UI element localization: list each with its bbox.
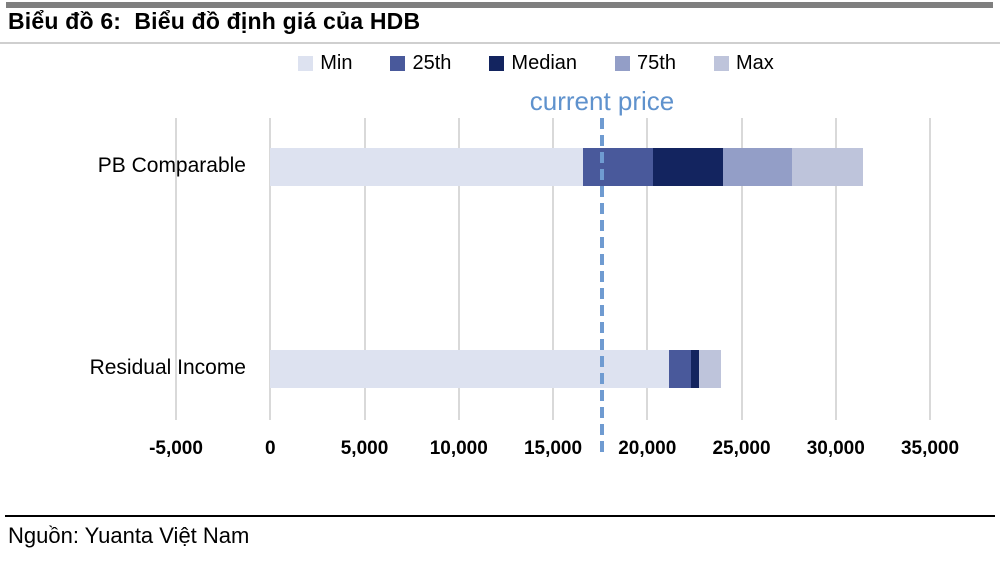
x-tick-label-5: 20,000 <box>618 438 677 459</box>
x-tick-label-6: 25,000 <box>712 438 771 459</box>
gridline-1 <box>269 118 272 420</box>
legend-swatch-25th-icon <box>390 56 406 71</box>
plot-area: -5,000 0 5,000 10,000 15,000 20,000 25,000 30,0… <box>149 118 959 459</box>
legend-swatch-75th-icon <box>615 56 631 71</box>
legend-swatch-median-icon <box>489 56 505 71</box>
bar-segment-min-pb-comparable <box>270 148 584 186</box>
gridline-4 <box>552 118 554 420</box>
title-underline <box>0 42 1000 44</box>
bar-segment-max-pb-comparable <box>792 148 864 186</box>
legend-label-min: Min <box>320 52 353 74</box>
gridline-3 <box>457 118 460 420</box>
legend-label-max: Max <box>735 52 774 74</box>
chart-title: Biểu đồ 6: Biểu đồ định giá của HDB <box>8 8 421 34</box>
x-tick-label-3: 10,000 <box>429 438 488 459</box>
source-note: Nguồn: Yuanta Việt Nam <box>8 523 250 548</box>
x-tick-label-2: 5,000 <box>340 438 389 459</box>
bar-segment-max-residual-income <box>699 350 721 388</box>
legend-item-max: Max <box>713 52 774 75</box>
chart-legend: Min 25th Median 75th Max <box>0 52 1000 75</box>
x-tick-label-0: -5,000 <box>149 438 203 459</box>
current-price-line <box>600 118 604 458</box>
gridline-5 <box>646 118 649 420</box>
gridline-7 <box>834 118 837 420</box>
x-tick-label-8: 35,000 <box>900 438 960 459</box>
bar-segment-25th-residual-income <box>668 350 691 388</box>
footer-divider <box>5 515 995 517</box>
legend-item-min: Min <box>298 52 352 75</box>
legend-item-median: Median <box>489 52 577 75</box>
x-tick-label-7: 30,000 <box>806 438 865 459</box>
current-price-label: current price <box>529 86 675 116</box>
legend-label-median: Median <box>511 52 578 74</box>
category-label-residual-income: Residual Income <box>89 356 246 379</box>
legend-swatch-min-icon <box>298 56 314 71</box>
gridline-0 <box>175 118 177 420</box>
legend-swatch-max-icon <box>713 56 729 71</box>
x-tick-label-4: 15,000 <box>523 438 583 459</box>
legend-label-75th: 75th <box>637 52 676 74</box>
gridline-8 <box>929 118 931 420</box>
bar-segment-75th-pb-comparable <box>722 148 793 186</box>
bar-segment-median-residual-income <box>690 350 700 388</box>
legend-label-25th: 25th <box>412 52 452 74</box>
bar-segment-25th-pb-comparable <box>583 148 653 186</box>
legend-item-25th: 25th <box>390 52 451 75</box>
gridline-6 <box>740 118 743 420</box>
gridline-2 <box>363 118 366 420</box>
legend-item-75th: 75th <box>615 52 676 75</box>
category-label-pb-comparable: PB Comparable <box>97 154 246 177</box>
bar-segment-median-pb-comparable <box>652 148 723 186</box>
bar-segment-min-residual-income <box>270 350 669 388</box>
top-divider-bar <box>6 2 993 8</box>
x-tick-label-1: 0 <box>264 438 276 459</box>
